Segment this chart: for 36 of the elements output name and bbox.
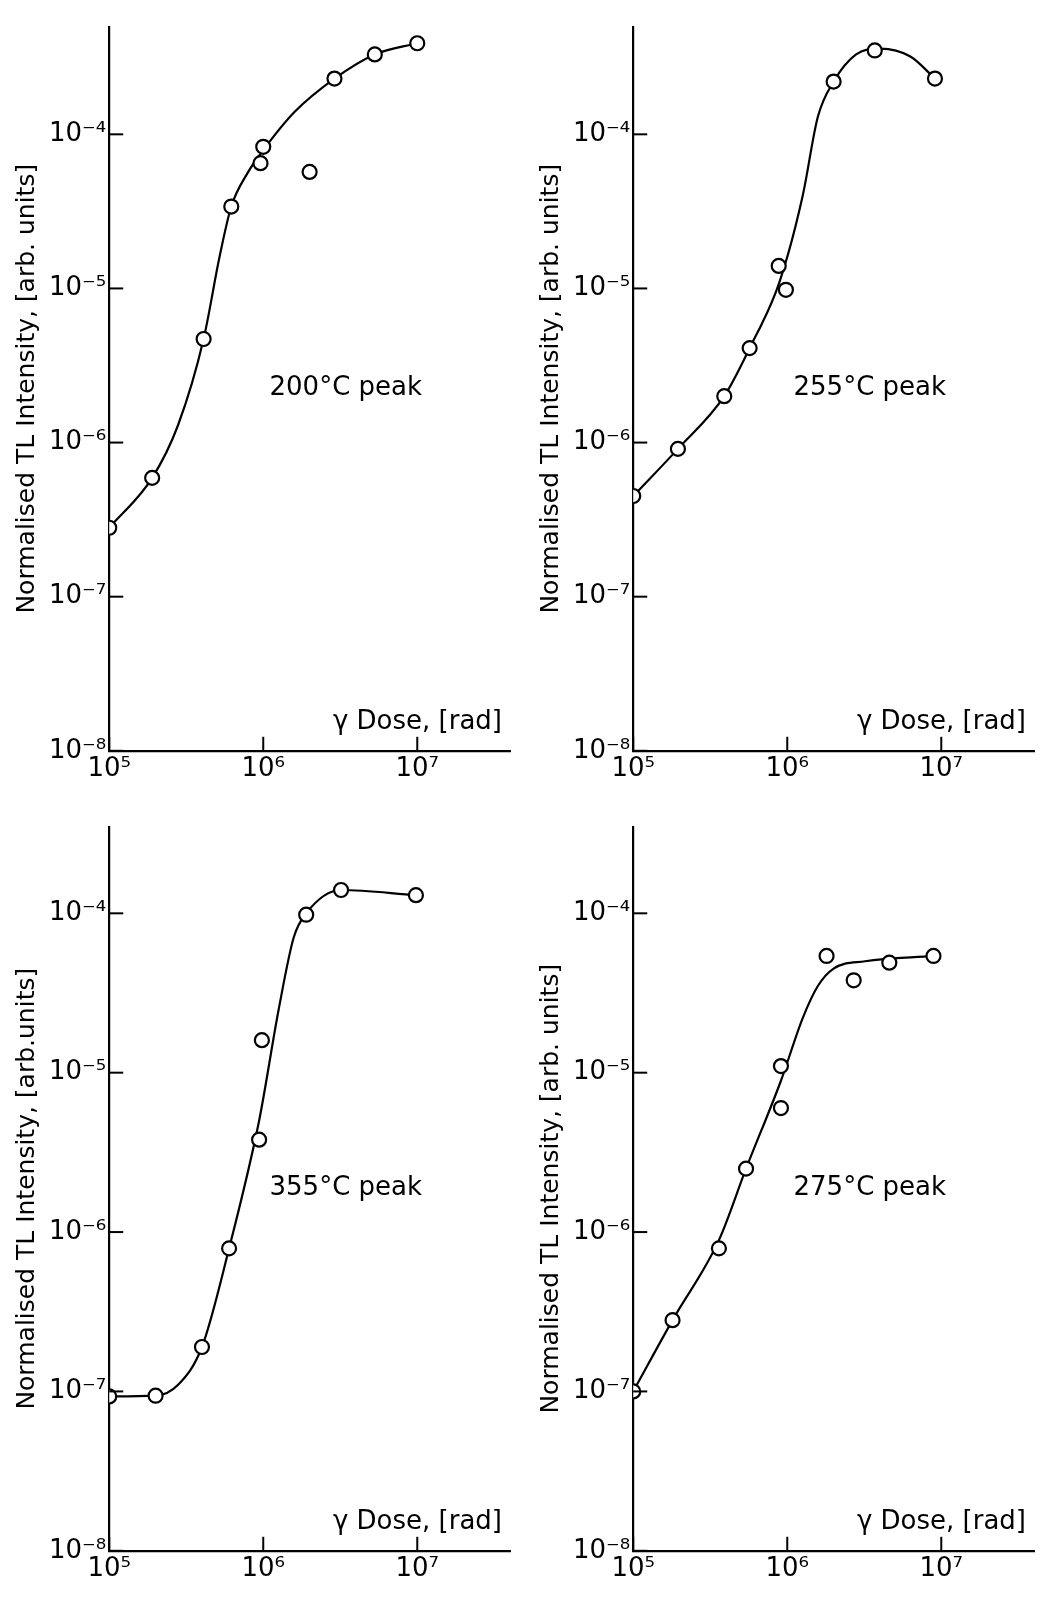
y-tick-label: 10⁻⁶ bbox=[573, 425, 631, 456]
y-axis-title: Normalised TL Intensity, [arb. units] bbox=[10, 163, 40, 614]
y-tick-label: 10⁻⁵ bbox=[49, 271, 107, 302]
y-tick-label: 10⁻⁴ bbox=[49, 896, 107, 927]
y-tick-label: 10⁻⁷ bbox=[573, 579, 631, 610]
y-axis-title: Normalised TL Intensity, [arb. units] bbox=[534, 963, 564, 1414]
x-axis-title: γ Dose, [rad] bbox=[856, 704, 1026, 735]
y-tick-label: 10⁻⁴ bbox=[49, 117, 107, 148]
y-tick-label: 10⁻⁴ bbox=[573, 117, 631, 148]
x-tick-label: 10⁷ bbox=[395, 752, 440, 783]
y-axis-title: Normalised TL Intensity, [arb. units] bbox=[534, 163, 564, 614]
y-tick-label: 10⁻⁵ bbox=[49, 1055, 107, 1086]
x-tick-label: 10⁷ bbox=[919, 1552, 964, 1583]
y-tick-label: 10⁻⁴ bbox=[573, 896, 631, 927]
annotation: 255°C peak bbox=[793, 371, 947, 402]
x-tick-label: 10⁶ bbox=[241, 1552, 286, 1583]
annotation: 200°C peak bbox=[269, 371, 423, 402]
y-tick-label: 10⁻⁶ bbox=[573, 1214, 631, 1245]
y-tick-label: 10⁻⁷ bbox=[573, 1374, 631, 1405]
y-tick-label: 10⁻⁵ bbox=[573, 271, 631, 302]
annotation: 275°C peak bbox=[793, 1171, 947, 1202]
x-tick-label: 10⁶ bbox=[241, 752, 286, 783]
x-tick-label: 10⁷ bbox=[919, 752, 964, 783]
x-axis-title: γ Dose, [rad] bbox=[332, 1504, 502, 1535]
y-tick-label: 10⁻⁶ bbox=[49, 425, 107, 456]
x-tick-label: 10⁷ bbox=[395, 1552, 440, 1583]
annotation: 355°C peak bbox=[269, 1171, 423, 1202]
y-tick-label: 10⁻⁶ bbox=[49, 1214, 107, 1245]
x-tick-label: 10⁶ bbox=[765, 1552, 810, 1583]
y-tick-label: 10⁻⁵ bbox=[573, 1055, 631, 1086]
x-axis-title: γ Dose, [rad] bbox=[332, 704, 502, 735]
y-tick-label: 10⁻⁷ bbox=[49, 1374, 107, 1405]
x-tick-label: 10⁶ bbox=[765, 752, 810, 783]
y-axis-title: Normalised TL Intensity, [arb.units] bbox=[10, 967, 40, 1410]
y-tick-label: 10⁻⁷ bbox=[49, 579, 107, 610]
x-axis-title: γ Dose, [rad] bbox=[856, 1504, 1026, 1535]
